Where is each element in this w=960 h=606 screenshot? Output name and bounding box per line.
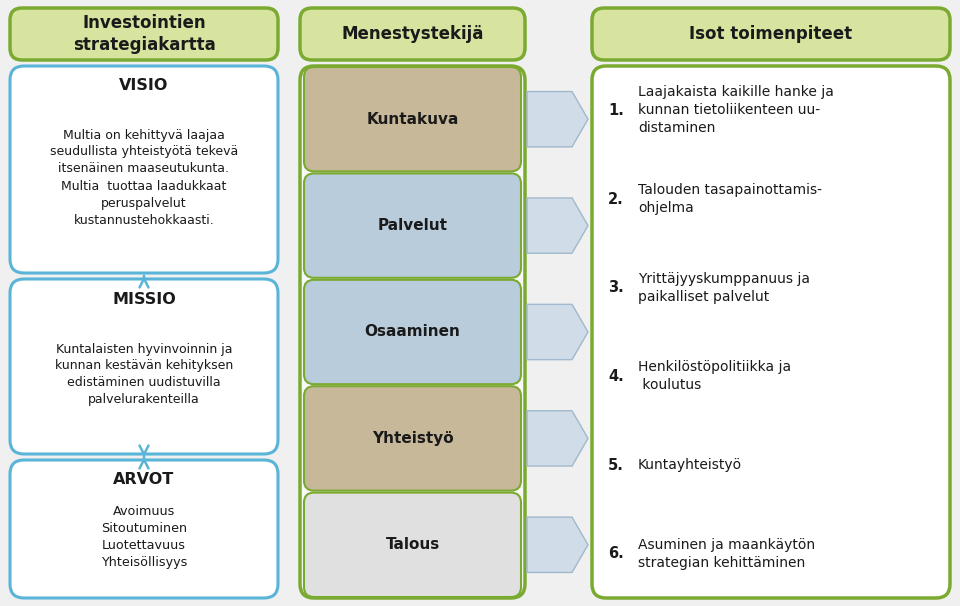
Text: Kuntalaisten hyvinvoinnin ja
kunnan kestävän kehityksen
edistäminen uudistuvilla: Kuntalaisten hyvinvoinnin ja kunnan kest… bbox=[55, 342, 233, 407]
Text: 1.: 1. bbox=[608, 103, 624, 118]
Text: 4.: 4. bbox=[608, 369, 624, 384]
Text: Investointien
strategiakartta: Investointien strategiakartta bbox=[73, 14, 215, 54]
Text: Yhteistyö: Yhteistyö bbox=[372, 431, 453, 446]
FancyBboxPatch shape bbox=[10, 8, 278, 60]
Text: VISIO: VISIO bbox=[119, 79, 169, 93]
Polygon shape bbox=[527, 411, 588, 466]
FancyBboxPatch shape bbox=[304, 280, 521, 384]
Polygon shape bbox=[527, 304, 588, 360]
FancyBboxPatch shape bbox=[304, 386, 521, 491]
Polygon shape bbox=[527, 517, 588, 573]
Text: Isot toimenpiteet: Isot toimenpiteet bbox=[689, 25, 852, 43]
Text: Laajakaista kaikille hanke ja
kunnan tietoliikenteen uu-
distaminen: Laajakaista kaikille hanke ja kunnan tie… bbox=[638, 85, 834, 135]
Text: Kuntayhteistyö: Kuntayhteistyö bbox=[638, 458, 742, 472]
Text: ARVOT: ARVOT bbox=[113, 473, 175, 487]
FancyBboxPatch shape bbox=[300, 8, 525, 60]
FancyBboxPatch shape bbox=[304, 67, 521, 171]
Text: 3.: 3. bbox=[608, 280, 624, 295]
FancyBboxPatch shape bbox=[304, 173, 521, 278]
Text: Asuminen ja maankäytön
strategian kehittäminen: Asuminen ja maankäytön strategian kehitt… bbox=[638, 538, 815, 570]
Text: Palvelut: Palvelut bbox=[377, 218, 447, 233]
Text: 2.: 2. bbox=[608, 191, 624, 207]
FancyBboxPatch shape bbox=[10, 279, 278, 454]
Text: Talouden tasapainottamis-
ohjelma: Talouden tasapainottamis- ohjelma bbox=[638, 183, 822, 215]
Text: Henkilöstöpolitiikka ja
 koulutus: Henkilöstöpolitiikka ja koulutus bbox=[638, 361, 791, 392]
FancyBboxPatch shape bbox=[300, 66, 525, 598]
Text: Avoimuus
Sitoutuminen
Luotettavuus
Yhteisöllisyys: Avoimuus Sitoutuminen Luotettavuus Yhtei… bbox=[101, 505, 187, 569]
Text: 6.: 6. bbox=[608, 546, 624, 561]
FancyBboxPatch shape bbox=[592, 66, 950, 598]
Text: Talous: Talous bbox=[385, 538, 440, 552]
Text: Multia on kehittyvä laajaa
seudullista yhteistyötä tekevä
itsenäinen maaseutukun: Multia on kehittyvä laajaa seudullista y… bbox=[50, 128, 238, 227]
Text: Osaaminen: Osaaminen bbox=[365, 324, 461, 339]
FancyBboxPatch shape bbox=[10, 66, 278, 273]
FancyBboxPatch shape bbox=[304, 493, 521, 597]
FancyBboxPatch shape bbox=[592, 8, 950, 60]
Text: MISSIO: MISSIO bbox=[112, 291, 176, 307]
Polygon shape bbox=[527, 198, 588, 253]
Text: 5.: 5. bbox=[608, 458, 624, 473]
Text: Yrittäjyyskumppanuus ja
paikalliset palvelut: Yrittäjyyskumppanuus ja paikalliset palv… bbox=[638, 271, 810, 304]
Text: Menestystekijä: Menestystekijä bbox=[342, 25, 484, 43]
Text: Kuntakuva: Kuntakuva bbox=[367, 112, 459, 127]
Polygon shape bbox=[527, 92, 588, 147]
FancyBboxPatch shape bbox=[10, 460, 278, 598]
